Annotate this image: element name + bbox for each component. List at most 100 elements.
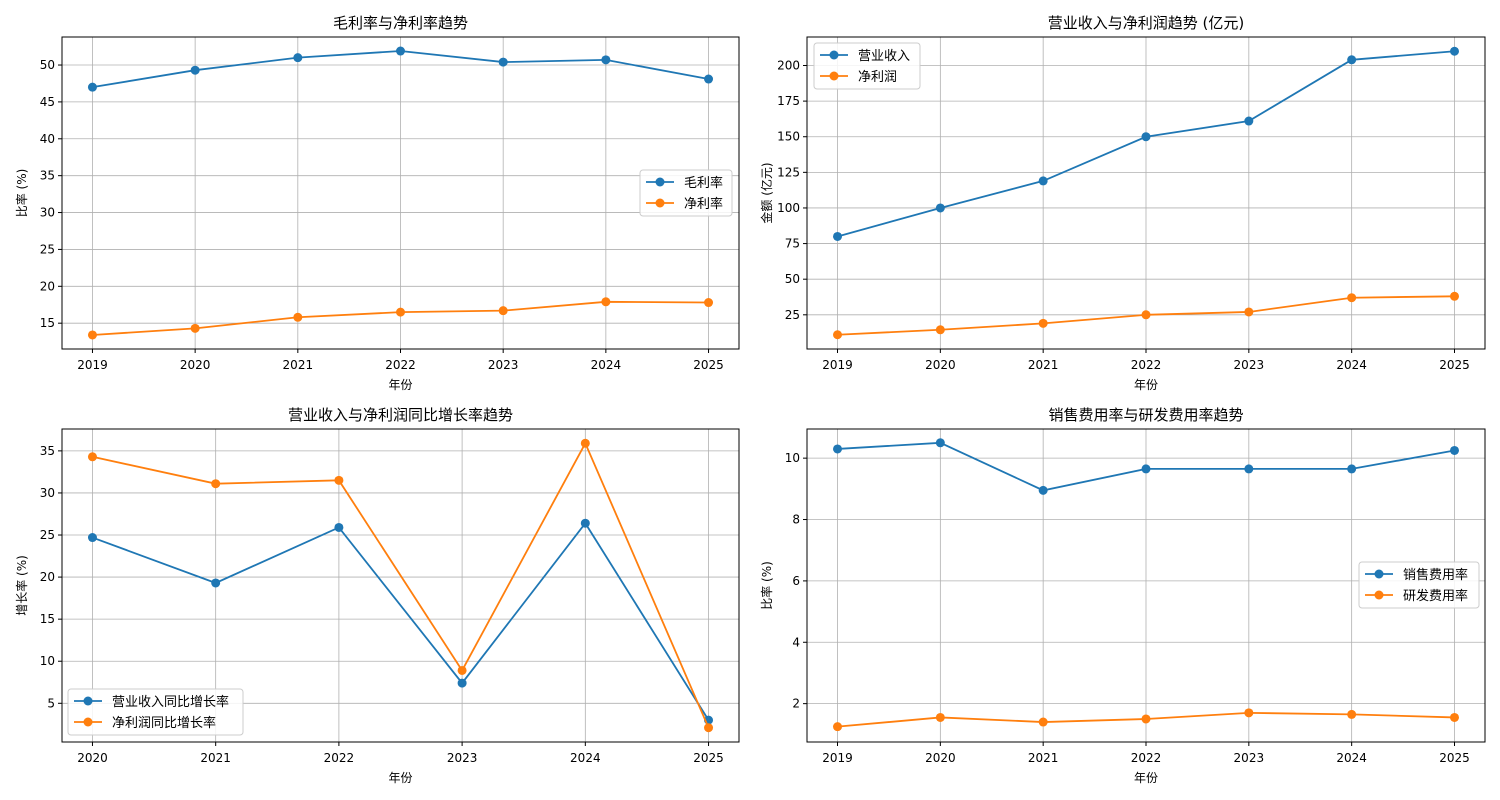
data-point <box>1449 291 1459 301</box>
axes-frame <box>61 428 740 743</box>
chart-title: 毛利率与净利率趋势 <box>333 14 468 32</box>
x-tick-label: 2019 <box>77 358 108 372</box>
y-tick-label: 125 <box>777 165 800 179</box>
x-tick-label: 2019 <box>822 751 853 765</box>
y-tick-label: 35 <box>40 169 55 183</box>
legend-marker <box>829 50 839 60</box>
data-point <box>1449 445 1459 455</box>
data-point <box>935 325 945 335</box>
x-tick-label: 2020 <box>77 751 108 765</box>
y-tick-label: 45 <box>40 95 55 109</box>
data-point <box>211 479 221 489</box>
y-tick-label: 150 <box>777 130 800 144</box>
x-tick-label: 2019 <box>822 358 853 372</box>
y-tick-label: 2 <box>792 697 800 711</box>
x-tick-label: 2024 <box>591 358 622 372</box>
data-point <box>833 722 843 732</box>
series-1 <box>833 438 1459 495</box>
data-point <box>334 522 344 532</box>
data-point <box>190 323 200 333</box>
legend-label: 净利率 <box>684 196 723 212</box>
legend-label: 销售费用率 <box>1403 567 1468 583</box>
data-point <box>704 74 714 84</box>
data-point <box>833 330 843 340</box>
grid <box>807 429 1485 742</box>
x-tick-label: 2021 <box>200 751 231 765</box>
legend-marker <box>655 198 665 208</box>
y-axis-label: 比率 (%) <box>14 169 29 218</box>
x-tick-label: 2021 <box>1028 751 1059 765</box>
data-point <box>1244 307 1254 317</box>
x-tick-label: 2023 <box>1234 751 1265 765</box>
x-tick-label: 2025 <box>693 751 724 765</box>
y-tick-label: 200 <box>777 58 800 72</box>
y-tick-label: 100 <box>777 201 800 215</box>
x-tick-label: 2022 <box>1131 751 1162 765</box>
legend-marker <box>829 71 839 81</box>
x-tick-label: 2023 <box>1234 358 1265 372</box>
y-tick-label: 10 <box>40 654 55 668</box>
series-1 <box>87 46 714 92</box>
y-tick-label: 30 <box>40 206 55 220</box>
y-tick-label: 175 <box>777 94 800 108</box>
y-tick-label: 6 <box>792 574 800 588</box>
chart-title: 营业收入与净利润趋势 (亿元) <box>1048 14 1244 32</box>
legend-label: 营业收入 <box>858 49 910 64</box>
y-tick-label: 15 <box>40 316 55 330</box>
x-axis-label: 年份 <box>1134 771 1158 785</box>
legend-marker <box>1374 569 1384 579</box>
data-point <box>498 306 508 316</box>
x-tick-label: 2021 <box>283 358 314 372</box>
x-tick-label: 2025 <box>1439 358 1470 372</box>
data-point <box>833 231 843 241</box>
data-point <box>1038 717 1048 727</box>
data-point <box>1038 485 1048 495</box>
legend-marker <box>1374 590 1384 600</box>
y-tick-label: 50 <box>785 272 800 286</box>
data-point <box>704 723 714 733</box>
x-tick-label: 2020 <box>180 358 211 372</box>
data-point <box>457 678 467 688</box>
legend-label: 净利润 <box>858 70 897 85</box>
y-tick-label: 25 <box>40 528 55 542</box>
x-axis-label: 年份 <box>1134 378 1158 392</box>
y-tick-label: 20 <box>40 570 55 584</box>
data-point <box>1347 55 1357 65</box>
y-tick-label: 5 <box>47 696 55 710</box>
data-point <box>396 46 405 56</box>
data-point <box>293 312 303 322</box>
y-tick-label: 20 <box>40 279 55 293</box>
data-point <box>1244 464 1254 474</box>
x-tick-label: 2022 <box>324 751 355 765</box>
legend-box <box>67 688 244 736</box>
data-point <box>87 533 97 543</box>
series-line <box>92 521 710 721</box>
chart-1: 2019 2020 2021 2022 2023 2024 2025152025303540… <box>14 14 740 392</box>
grid <box>807 37 1485 349</box>
x-tick-label: 2020 <box>925 358 956 372</box>
data-point <box>1141 714 1151 724</box>
legend-marker <box>655 177 665 187</box>
x-tick-label: 2024 <box>1336 358 1367 372</box>
series-2 <box>87 438 714 733</box>
x-axis-label: 年份 <box>388 378 412 392</box>
y-tick-label: 25 <box>785 308 800 322</box>
grid <box>62 37 739 349</box>
data-point <box>580 518 590 528</box>
series-2 <box>87 297 714 340</box>
y-tick-label: 8 <box>792 513 800 527</box>
y-axis-label: 增长率 (%) <box>14 555 29 616</box>
x-tick-label: 2020 <box>925 751 956 765</box>
chart-4: 2019 2020 2021 2022 2023 2024 2025 2 4 6 8 10 销售费用率与… <box>759 406 1486 785</box>
data-point <box>1038 176 1048 186</box>
y-axis-label: 金额 (亿元) <box>759 162 774 223</box>
series-line <box>92 441 710 729</box>
series-1 <box>833 46 1459 241</box>
y-axis-label: 比率 (%) <box>759 561 774 610</box>
series-2 <box>833 708 1459 732</box>
legend-marker <box>83 696 93 706</box>
data-point <box>1449 46 1459 56</box>
data-point <box>833 444 843 454</box>
